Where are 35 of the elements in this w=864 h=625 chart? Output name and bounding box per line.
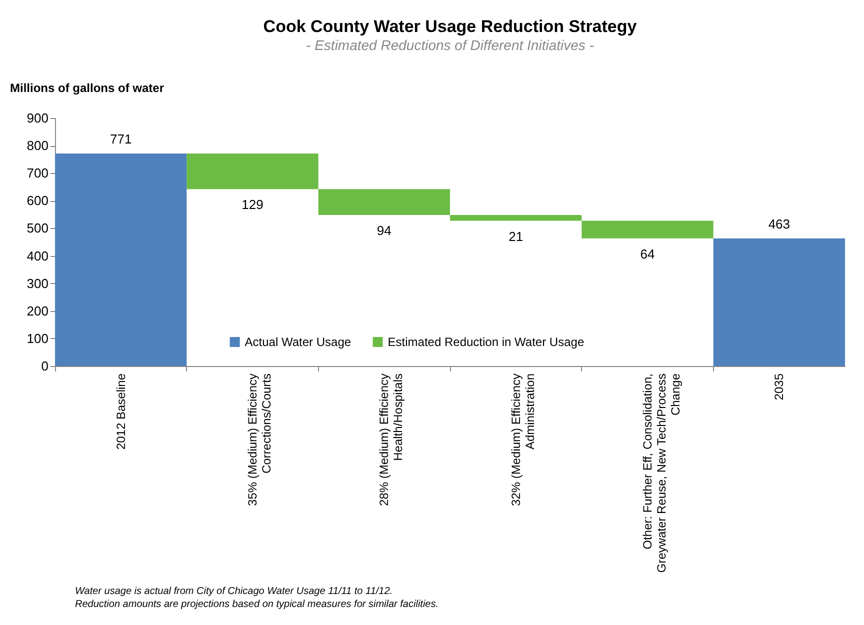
x-tick-label: 35% (Medium) Efficiency Corrections/Courts (246, 374, 274, 506)
chart-subtitle: - Estimated Reductions of Different Initiatives - (306, 37, 594, 53)
data-label: 771 (110, 132, 132, 147)
y-tick-label: 700 (26, 166, 48, 181)
text: Water usage is actual from City of Chicago Water Usage 11/11 to 11/12. (75, 586, 393, 597)
data-label: 463 (768, 216, 790, 232)
x-tick-label: Other: Further Eff, Consolidation, Greywater Reuse, New Tech/Process Change (640, 373, 682, 573)
chart-title: Cook County Water Usage Reduction Strategy (263, 17, 638, 36)
bar (186, 154, 318, 190)
y-tick-label: 200 (26, 303, 48, 318)
y-tick-label: 600 (26, 193, 48, 208)
data-label: 21 (508, 228, 524, 244)
y-tick-label: 800 (26, 138, 48, 154)
x-tick-label: 28% (Medium) Efficiency Health/Hospitals (377, 374, 406, 506)
bar (450, 214, 582, 221)
y-tick-label: 100 (26, 330, 48, 346)
bar (582, 220, 714, 238)
y-axis-title: Millions of gallons of water (10, 81, 164, 95)
x-tick-label: 32% (Medium) Efficiency Administration (508, 374, 537, 506)
bar (713, 238, 845, 366)
x-tick-label: 2035 (772, 373, 786, 400)
data-label: 64 (640, 246, 655, 262)
y-tick-label: 500 (26, 220, 48, 236)
bar (55, 154, 187, 366)
y-tick-label: 0 (41, 358, 48, 374)
text: Reduction amounts are projections based on typical measures for similar facilities. (75, 599, 439, 610)
y-tick-label: 400 (26, 248, 48, 264)
data-label: 129 (242, 197, 264, 212)
y-tick-label: 900 (26, 110, 48, 126)
bar (318, 189, 450, 215)
legend-label: Estimated Reduction in Water Usage (388, 335, 584, 349)
x-tick-label: 2012 Baseline (114, 373, 128, 450)
legend-label: Actual Water Usage (244, 335, 352, 349)
data-label: 94 (376, 222, 392, 238)
y-tick-label: 300 (26, 276, 48, 291)
